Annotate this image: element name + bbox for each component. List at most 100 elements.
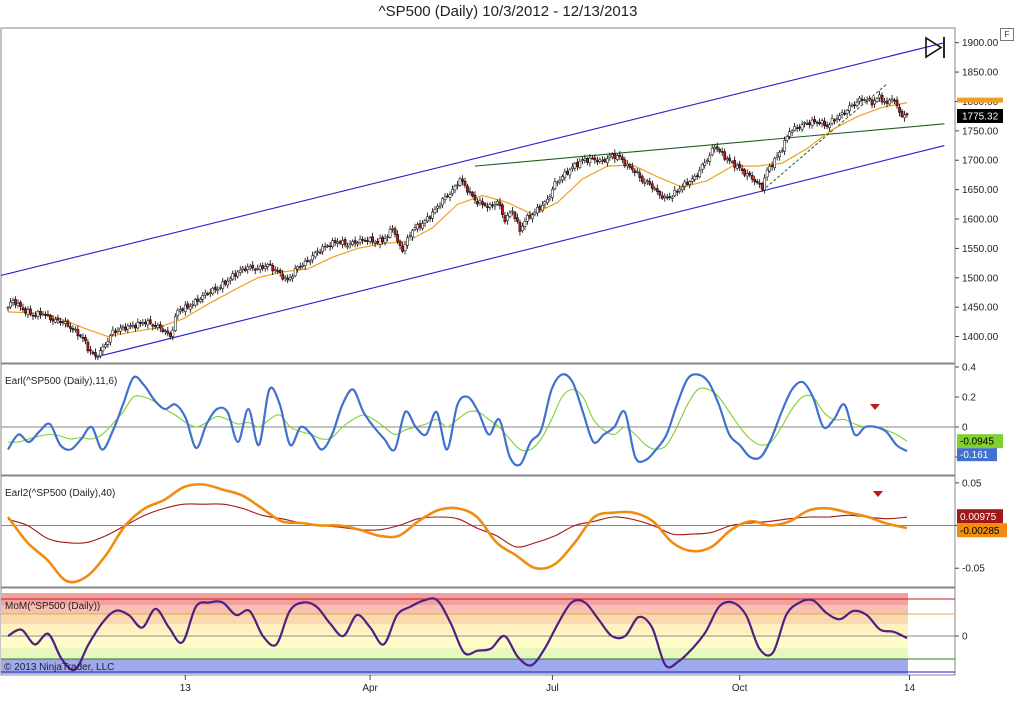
candle-body bbox=[885, 100, 889, 104]
candle-body bbox=[61, 321, 65, 324]
candle-body bbox=[19, 301, 22, 307]
candle-body bbox=[793, 126, 796, 131]
candle-body bbox=[391, 228, 394, 230]
candle-body bbox=[803, 122, 806, 124]
candle-body bbox=[538, 205, 542, 210]
candle-body bbox=[336, 241, 339, 244]
candle-body bbox=[583, 158, 587, 161]
candle-body bbox=[206, 293, 210, 295]
candle-body bbox=[323, 246, 327, 248]
format-button[interactable]: F bbox=[1000, 28, 1014, 41]
candle-body bbox=[266, 264, 270, 267]
candle-body bbox=[371, 236, 374, 243]
candle-body bbox=[451, 188, 454, 194]
candle-body bbox=[213, 286, 217, 290]
candle-body bbox=[258, 265, 262, 270]
price-panel bbox=[0, 27, 956, 364]
candle-body bbox=[341, 240, 344, 245]
candle-body bbox=[446, 195, 449, 198]
candle-body bbox=[281, 273, 285, 280]
candle-body bbox=[66, 320, 70, 327]
candle-body bbox=[201, 295, 205, 300]
earl2-panel bbox=[0, 475, 956, 588]
candle-body bbox=[558, 179, 562, 183]
candle-body bbox=[613, 153, 617, 159]
candle-body bbox=[635, 171, 639, 173]
y-axis-ticks: 1400.00 1450.00 1500.00 1550.00 1600.00 1650.… bbox=[955, 38, 999, 643]
candle-body bbox=[413, 227, 417, 230]
candle-body bbox=[508, 212, 512, 217]
candle-body bbox=[571, 166, 574, 169]
candle-body bbox=[416, 224, 419, 230]
candle-body bbox=[586, 158, 589, 163]
candle-body bbox=[261, 265, 265, 269]
candle-body bbox=[178, 309, 182, 312]
candle-body bbox=[710, 147, 714, 156]
candle-body bbox=[875, 98, 879, 102]
candle-body bbox=[753, 178, 757, 182]
candle-body bbox=[663, 195, 667, 198]
candle-body bbox=[74, 328, 77, 331]
candle-body bbox=[453, 185, 457, 191]
candle-body bbox=[69, 326, 72, 329]
scroll-to-end-icon[interactable] bbox=[925, 36, 945, 59]
candle-body bbox=[835, 117, 839, 120]
candle-body bbox=[303, 260, 307, 267]
candle-body bbox=[176, 309, 180, 317]
candle-body bbox=[738, 163, 742, 168]
candle-body bbox=[880, 94, 884, 103]
candle-body bbox=[688, 181, 692, 185]
mom-zones bbox=[1, 593, 955, 674]
candle-body bbox=[628, 164, 632, 168]
candle-body bbox=[890, 98, 894, 101]
candle-body bbox=[353, 240, 357, 244]
candle-body bbox=[773, 158, 776, 168]
candle-body bbox=[186, 303, 190, 309]
price-plot bbox=[1, 42, 945, 361]
candle-body bbox=[396, 234, 399, 242]
candle-body bbox=[765, 169, 769, 178]
candle-body bbox=[903, 114, 906, 119]
candle-body bbox=[473, 194, 477, 201]
candle-body bbox=[89, 349, 92, 352]
candle-body bbox=[723, 151, 727, 160]
candle-body bbox=[268, 263, 272, 266]
candle-body bbox=[620, 156, 624, 160]
candle-body bbox=[143, 321, 147, 325]
candle-body bbox=[750, 175, 754, 180]
candle-body bbox=[71, 328, 75, 331]
candle-body bbox=[840, 112, 844, 115]
osc-y-tick-label: -0.05 bbox=[962, 564, 985, 575]
candle-body bbox=[578, 161, 582, 168]
candle-body bbox=[618, 154, 622, 157]
candle-body bbox=[356, 242, 359, 245]
candle-body bbox=[331, 240, 334, 247]
candle-body bbox=[630, 166, 634, 170]
candle-body bbox=[588, 157, 592, 163]
candle-body bbox=[740, 168, 744, 171]
candle-body bbox=[708, 155, 712, 162]
candle-body bbox=[91, 351, 95, 354]
mom-plot bbox=[1, 597, 955, 672]
candle-body bbox=[248, 266, 252, 269]
candle-body bbox=[308, 260, 312, 263]
candle-body bbox=[640, 176, 644, 183]
earl2-line bbox=[6, 483, 908, 584]
candle-body bbox=[198, 299, 202, 302]
candle-body bbox=[531, 214, 534, 219]
candle-body bbox=[321, 246, 324, 252]
candle-body bbox=[188, 305, 192, 310]
candle-body bbox=[99, 350, 102, 357]
candle-body bbox=[338, 241, 342, 244]
candle-body bbox=[233, 273, 237, 277]
candle-body bbox=[226, 280, 230, 286]
candle-body bbox=[343, 239, 347, 246]
candle-body bbox=[273, 269, 277, 271]
last-price-badge bbox=[957, 108, 1003, 123]
candle-body bbox=[441, 198, 444, 206]
candle-body bbox=[523, 221, 527, 227]
price-y-tick-label: 1400.00 bbox=[962, 332, 999, 343]
candle-body bbox=[690, 178, 694, 182]
candle-body bbox=[556, 181, 559, 184]
